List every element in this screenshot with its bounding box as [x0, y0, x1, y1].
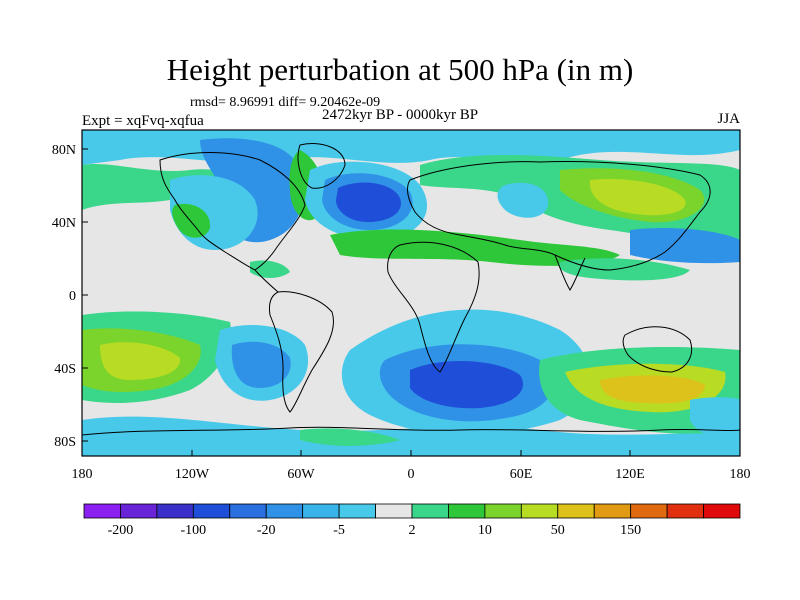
lon-label-60w: 60W — [287, 467, 315, 482]
coast-australia — [622, 326, 693, 373]
contour-pacific-blue — [630, 228, 740, 264]
lat-label-40s: 40S — [54, 362, 76, 377]
coast-india — [554, 254, 586, 291]
contour-asia-sub-green — [559, 258, 690, 281]
lat-label-80n: 80N — [52, 143, 76, 158]
contour-antarctic-teal — [300, 428, 400, 446]
colorbar-label: -5 — [333, 523, 345, 538]
coast-antarctica — [82, 426, 740, 436]
colorbar-swatch — [448, 503, 486, 519]
colorbar-swatch — [630, 503, 668, 519]
map-title: Height perturbation at 500 hPa (in m) — [166, 52, 634, 87]
colorbar-swatch — [666, 503, 704, 519]
colorbar-swatch — [83, 503, 121, 519]
colorbar-swatch — [411, 503, 449, 519]
colorbar-label: 50 — [551, 523, 565, 538]
coast-eurasia — [407, 161, 711, 271]
experiment-label: Expt = xqFvq-xqfua — [82, 113, 204, 129]
coast-central-america — [254, 269, 279, 293]
lon-label-120e: 120E — [615, 467, 645, 482]
season-label: JJA — [717, 111, 740, 127]
contour-med-green — [330, 229, 620, 266]
colorbar-swatch — [192, 503, 231, 519]
lon-label-0: 0 — [408, 467, 415, 482]
colorbar-swatch — [120, 503, 158, 519]
tick-marks — [81, 148, 741, 456]
colorbar-swatch — [557, 503, 595, 519]
lat-label-40n: 40N — [52, 216, 76, 231]
contour-sa-dark — [231, 341, 291, 388]
colorbar-swatch — [593, 503, 632, 519]
lon-label-180e: 180 — [730, 467, 751, 482]
period-label: 2472kyr BP - 0000kyr BP — [322, 107, 479, 123]
contour-antarctic-blue — [82, 416, 740, 456]
colorbar-swatch — [375, 503, 413, 519]
contour-central-asia-blue — [497, 182, 549, 218]
colorbar-swatch — [338, 503, 376, 519]
colorbar-swatch — [229, 503, 267, 519]
colorbar-label: 10 — [478, 523, 492, 538]
colorbar-label: 150 — [620, 523, 641, 538]
colorbar-labels: -200 -100 -20 -5 2 10 50 150 — [108, 523, 642, 538]
colorbar-label: -200 — [108, 523, 134, 538]
colorbar-swatch — [302, 503, 340, 519]
coast-south-america — [269, 291, 334, 413]
coast-greenland — [297, 143, 346, 189]
lat-label-80s: 80S — [54, 435, 76, 450]
colorbar — [83, 503, 741, 519]
colorbar-label: -100 — [180, 523, 206, 538]
colorbar-swatch — [484, 503, 522, 519]
colorbar-swatch — [520, 503, 559, 519]
colorbar-swatch — [703, 503, 741, 519]
contour-car-teal — [250, 260, 290, 278]
colorbar-swatch — [265, 503, 304, 519]
lon-label-60e: 60E — [510, 467, 533, 482]
contour-npac-green — [172, 203, 211, 238]
contour-natl-dark — [336, 182, 401, 222]
stats-label: rmsd= 8.96991 diff= 9.20462e-09 — [190, 95, 381, 110]
contour-field — [82, 130, 740, 456]
contour-satl-dark — [410, 360, 524, 409]
colorbar-label: 2 — [409, 523, 416, 538]
colorbar-swatch — [156, 503, 194, 519]
contour-eurasia-yellow — [589, 179, 686, 216]
contour-sh-yellow-west — [100, 342, 181, 380]
lat-label-0: 0 — [69, 289, 76, 304]
lon-label-180w: 180 — [72, 467, 93, 482]
coast-africa — [387, 241, 480, 373]
lon-label-120w: 120W — [175, 467, 210, 482]
contour-io-yellow — [600, 375, 705, 404]
colorbar-label: -20 — [257, 523, 276, 538]
coast-north-america — [159, 152, 306, 271]
coastlines — [82, 143, 740, 436]
